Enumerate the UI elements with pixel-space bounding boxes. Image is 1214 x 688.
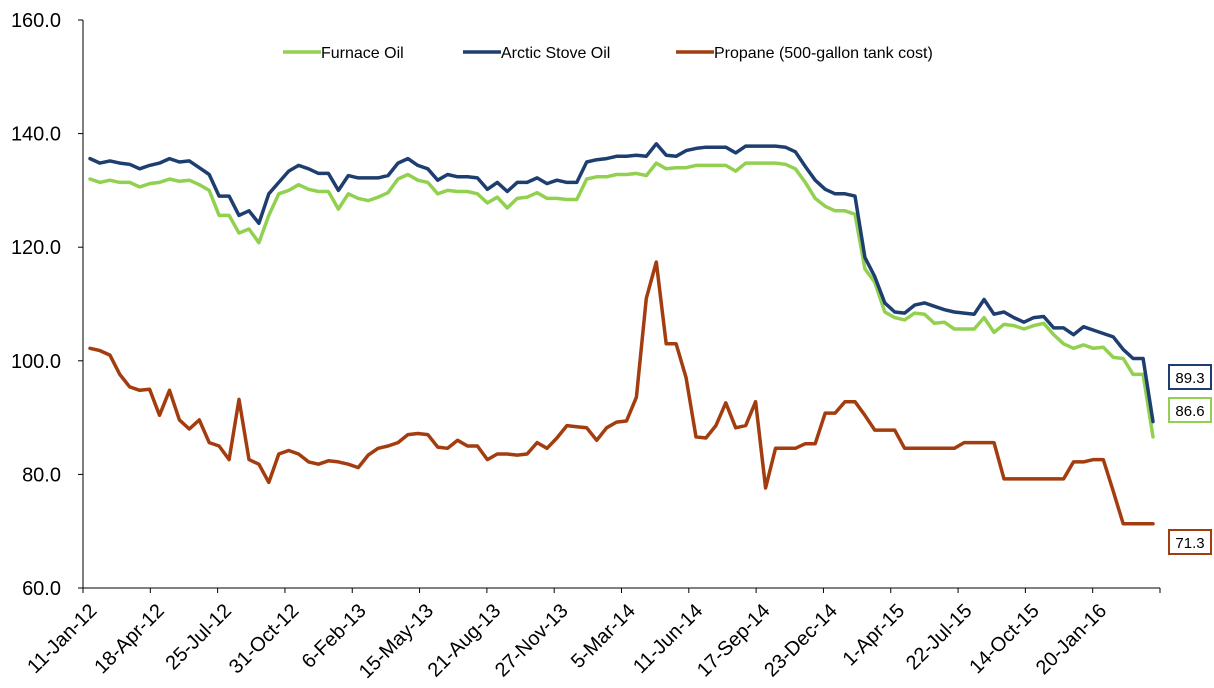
y-tick-label: 100.0 bbox=[11, 351, 61, 373]
x-tick-label: 18-Apr-12 bbox=[90, 600, 168, 678]
x-tick-label: 23-Dec-14 bbox=[760, 600, 842, 682]
legend-label: Propane (500-gallon tank cost) bbox=[714, 45, 933, 62]
end-labels: 86.6 89.3 71.3 bbox=[1168, 364, 1212, 555]
end-label-1: 89.3 bbox=[1168, 364, 1212, 390]
legend-item-0: Furnace Oil bbox=[283, 45, 404, 62]
x-tick-label: 11-Jan-12 bbox=[23, 600, 101, 678]
x-tick-label: 27-Nov-13 bbox=[491, 600, 573, 682]
legend-label: Arctic Stove Oil bbox=[501, 45, 610, 62]
y-tick-label: 80.0 bbox=[22, 464, 61, 486]
x-tick-label: 31-Oct-12 bbox=[225, 600, 303, 678]
legend-item-2: Propane (500-gallon tank cost) bbox=[676, 45, 933, 62]
x-tick-label: 20-Jan-16 bbox=[1032, 600, 1111, 679]
series-line-2 bbox=[88, 260, 1155, 526]
x-axis: 11-Jan-1218-Apr-1225-Jul-1231-Oct-126-Fe… bbox=[23, 587, 1161, 683]
y-axis: 60.0 80.0 100.0 120.0 140.0 160.0 bbox=[11, 10, 84, 600]
end-label-text: 89.3 bbox=[1175, 370, 1204, 387]
series-lines bbox=[88, 142, 1155, 526]
end-label-text: 86.6 bbox=[1175, 403, 1204, 420]
y-tick-label: 60.0 bbox=[22, 578, 61, 600]
end-label-2: 71.3 bbox=[1168, 529, 1212, 555]
legend-label: Furnace Oil bbox=[321, 45, 404, 62]
legend: Furnace Oil Arctic Stove Oil Propane (500-… bbox=[283, 45, 933, 62]
y-tick-label: 140.0 bbox=[11, 124, 61, 146]
x-tick-label: 1-Apr-15 bbox=[839, 600, 910, 671]
legend-item-1: Arctic Stove Oil bbox=[463, 45, 610, 62]
end-label-box bbox=[1168, 364, 1212, 390]
end-label-box bbox=[1168, 397, 1212, 423]
end-label-0: 86.6 bbox=[1168, 397, 1212, 423]
x-tick-label: 14-Oct-15 bbox=[965, 600, 1043, 678]
series-line-0 bbox=[88, 161, 1155, 439]
end-label-text: 71.3 bbox=[1175, 535, 1204, 552]
series-line-1 bbox=[88, 142, 1155, 424]
end-label-box bbox=[1168, 529, 1212, 555]
y-tick-label: 120.0 bbox=[11, 237, 61, 259]
y-tick-label: 160.0 bbox=[11, 10, 61, 32]
